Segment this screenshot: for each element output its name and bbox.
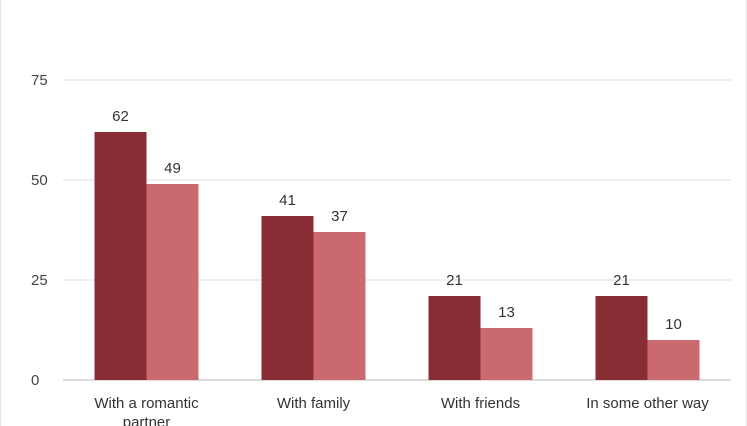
data-label: 62 bbox=[112, 108, 129, 125]
data-label: 41 bbox=[279, 192, 296, 209]
x-tick-label: With a romantic bbox=[94, 395, 199, 412]
y-tick-label: 0 bbox=[31, 372, 39, 389]
x-tick-label: With family bbox=[277, 395, 351, 412]
x-tick-label: With friends bbox=[441, 395, 520, 412]
data-label: 13 bbox=[498, 304, 515, 321]
bar-series-2 bbox=[146, 184, 199, 380]
data-label: 21 bbox=[613, 272, 630, 289]
x-tick-label: In some other way bbox=[586, 395, 709, 412]
x-tick-label: partner bbox=[123, 414, 171, 426]
bar-series-1 bbox=[595, 296, 648, 380]
y-tick-label: 25 bbox=[31, 272, 48, 289]
data-label: 49 bbox=[164, 160, 181, 177]
bar-series-2 bbox=[480, 328, 533, 380]
data-label: 21 bbox=[446, 272, 463, 289]
y-tick-label: 75 bbox=[31, 72, 48, 89]
bar-series-2 bbox=[647, 340, 700, 380]
y-tick-label: 50 bbox=[31, 172, 48, 189]
bar-series-1 bbox=[94, 132, 147, 380]
data-label: 10 bbox=[665, 316, 682, 333]
bar-series-2 bbox=[313, 232, 366, 380]
bar-series-1 bbox=[428, 296, 481, 380]
data-label: 37 bbox=[331, 208, 348, 225]
bar-series-1 bbox=[261, 216, 314, 380]
